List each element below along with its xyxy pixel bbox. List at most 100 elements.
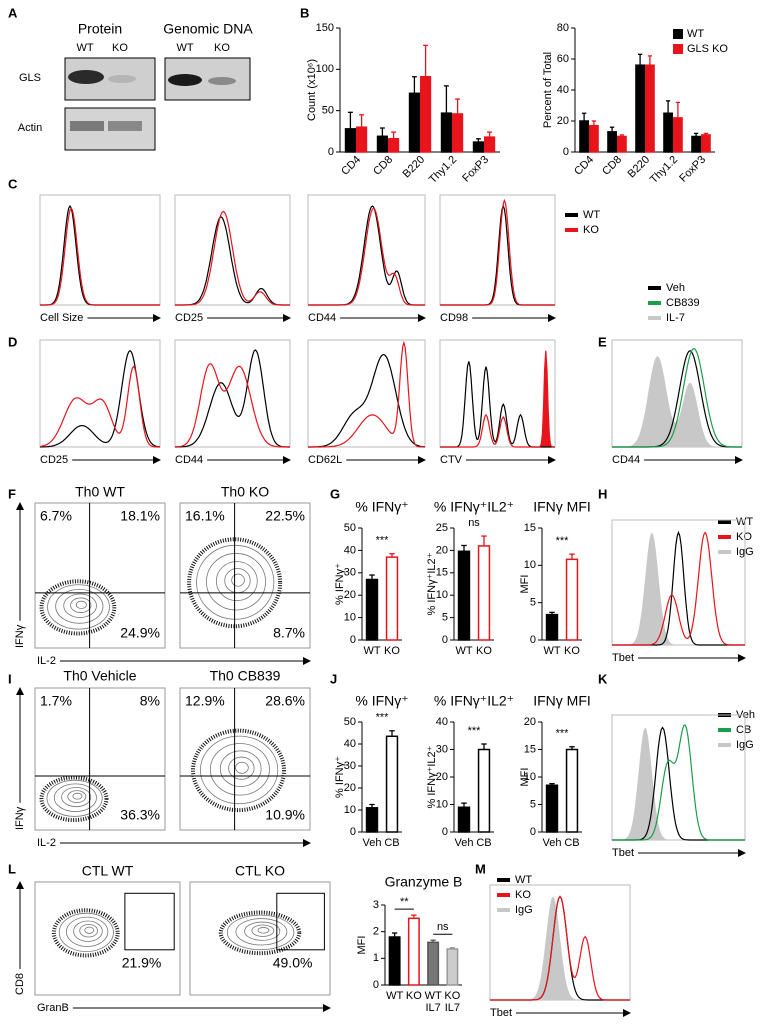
histogram-curve	[308, 207, 425, 306]
contour	[73, 920, 103, 942]
y-tick-label: 5	[442, 612, 448, 624]
y-tick-label: 50	[344, 522, 356, 534]
x-tick-label: Veh	[363, 837, 382, 849]
histogram-curve	[440, 204, 555, 306]
bar	[545, 784, 559, 833]
quadrant-percent: 22.5%	[265, 508, 305, 524]
histogram-curve	[490, 895, 630, 1001]
bar	[356, 126, 368, 153]
bar	[701, 134, 711, 153]
x-tick-label: KO	[406, 990, 422, 1002]
y-axis-label: MFI	[519, 575, 531, 594]
plot-title: CTL KO	[235, 863, 285, 879]
histogram-frame	[307, 194, 426, 306]
chart-title: IFNγ MFI	[533, 499, 591, 515]
legend-label: IgG	[515, 904, 533, 916]
histogram-frame	[611, 714, 746, 841]
x-tick-label: KO	[384, 645, 400, 657]
bar	[565, 748, 579, 833]
bar	[691, 135, 702, 153]
x-tick-label: B220	[401, 154, 428, 181]
significance: ***	[556, 728, 570, 740]
panel-label: L	[8, 861, 16, 876]
y-axis-label: CD8	[14, 973, 26, 995]
histogram-curve	[440, 361, 555, 448]
quadrant-percent: 36.3%	[120, 807, 160, 823]
x-tick-label: FoxP3	[460, 154, 491, 185]
contour	[84, 926, 95, 934]
x-tick-label: CD4	[339, 154, 363, 178]
contour	[228, 756, 255, 780]
y-tick-label: 0	[350, 634, 356, 646]
y-tick-label: 40	[436, 716, 448, 728]
contour	[55, 588, 104, 624]
significance: ***	[556, 535, 570, 547]
x-tick-label: WT	[363, 645, 380, 657]
y-tick-label: 50	[322, 105, 334, 117]
x-axis-label: IL-2	[37, 837, 56, 849]
contour	[61, 787, 92, 808]
x-axis-label: CD25	[40, 454, 68, 466]
y-tick-label: 50	[344, 716, 356, 728]
contour	[47, 584, 110, 630]
row-label: Actin	[18, 122, 42, 134]
x-tick-label: CB	[384, 837, 399, 849]
histogram-fill	[440, 350, 555, 447]
bar	[385, 556, 399, 641]
contour	[215, 561, 258, 602]
x-tick-label: Thy1.2	[648, 154, 680, 186]
y-tick-label: 0	[328, 146, 334, 158]
histogram-curve	[612, 347, 742, 448]
panel-label: M	[475, 861, 486, 876]
bar	[407, 917, 420, 986]
band	[168, 74, 202, 86]
legend-label: WT	[583, 209, 600, 221]
histogram-curve	[612, 724, 745, 841]
panel-label: H	[598, 486, 607, 501]
plot-frame	[34, 687, 166, 831]
contour	[200, 735, 279, 805]
quadrant-percent: 28.6%	[265, 693, 305, 709]
x-axis-label: Tbet	[490, 1007, 512, 1019]
y-tick-label: 3	[373, 899, 379, 911]
panel-label: J	[330, 671, 337, 686]
y-tick-label: 15	[524, 522, 536, 534]
contour	[53, 783, 97, 812]
gate-percent: 49.0%	[273, 955, 313, 971]
x-tick-label: WT	[455, 645, 472, 657]
dot-cloud	[51, 908, 120, 958]
chart-title: Granzyme B	[385, 874, 463, 890]
x-axis-label: GranB	[37, 1002, 69, 1014]
histogram-frame	[307, 339, 426, 448]
contour	[244, 921, 281, 941]
contour	[75, 600, 87, 609]
quadrant-percent: 8.7%	[273, 625, 305, 641]
gate	[276, 892, 325, 951]
histogram-curve	[175, 216, 290, 306]
significance: ns	[437, 921, 449, 933]
x-tick-label: FoxP3	[677, 154, 708, 185]
quadrant-percent: 16.1%	[185, 508, 225, 524]
panel-label: F	[8, 486, 16, 501]
bar	[408, 92, 420, 153]
y-axis-label: % IFNγ⁺IL2⁺	[426, 552, 438, 615]
x-axis-label: CD44	[175, 454, 203, 466]
x-tick-label: CD8	[371, 154, 395, 178]
bar	[457, 550, 471, 641]
significance: ns	[468, 517, 480, 529]
bar	[477, 748, 491, 833]
band	[68, 70, 104, 84]
band	[70, 121, 104, 131]
histogram-curve	[308, 340, 425, 448]
panel-label: B	[300, 5, 309, 20]
y-tick-label: 30	[344, 760, 356, 772]
quadrant-percent: 24.9%	[120, 625, 160, 641]
bar	[635, 64, 646, 153]
panel-label: D	[8, 334, 17, 349]
histogram-curve	[308, 205, 425, 306]
histogram-curve	[308, 353, 426, 448]
y-tick-label: 20	[436, 771, 448, 783]
gate-percent: 21.9%	[122, 955, 162, 971]
x-tick-label: WT	[386, 990, 403, 1002]
